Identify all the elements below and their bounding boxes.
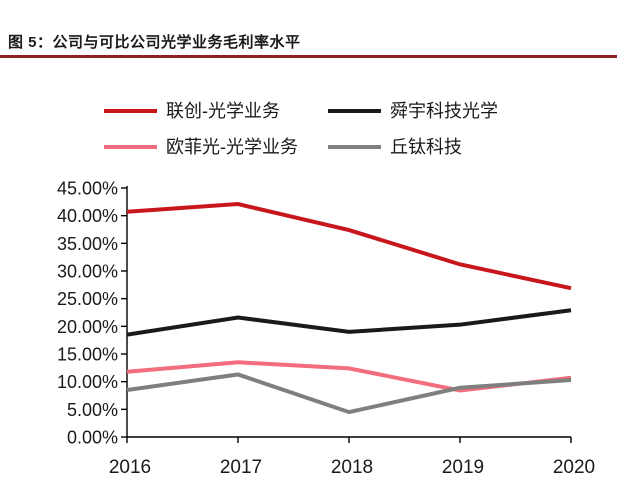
legend-item-sunny: 舜宇科技光学 [328, 100, 498, 122]
y-axis-tick-label: 0.00% [67, 428, 118, 448]
series-line-3 [126, 372, 572, 415]
x-axis-tick-label: 2019 [442, 457, 484, 478]
legend-label: 联创-光学业务 [166, 101, 280, 121]
y-axis-tick-label: 30.00% [57, 262, 118, 282]
legend-label: 丘钛科技 [390, 137, 462, 157]
x-axis-tick-label: 2016 [109, 457, 151, 478]
y-axis-tick-label: 5.00% [67, 400, 118, 420]
legend-item-qtech: 丘钛科技 [328, 136, 462, 158]
y-axis-tick-label: 25.00% [57, 289, 118, 309]
y-axis-tick-label: 45.00% [57, 179, 118, 199]
legend-swatch-black-line [328, 109, 381, 113]
y-axis-tick-label: 35.00% [57, 234, 118, 254]
legend-label: 欧菲光-光学业务 [166, 137, 298, 157]
legend-item-ofilm: 欧菲光-光学业务 [104, 136, 298, 158]
legend-swatch-gray-line [328, 145, 381, 149]
title-underline-rule [0, 55, 617, 58]
y-axis-tick-label: 40.00% [57, 206, 118, 226]
series-line-0 [126, 202, 572, 291]
y-axis-tick-label: 10.00% [57, 372, 118, 392]
legend-item-lianchuang: 联创-光学业务 [104, 100, 280, 122]
legend-label: 舜宇科技光学 [390, 101, 498, 121]
series-line-1 [126, 308, 572, 337]
chart-title: 图 5：公司与可比公司光学业务毛利率水平 [8, 34, 301, 51]
y-axis-tick-label: 15.00% [57, 345, 118, 365]
x-axis-tick-label: 2018 [331, 457, 373, 478]
x-axis-tick-label: 2017 [220, 457, 262, 478]
legend-swatch-pink-line [104, 145, 157, 149]
legend-swatch-red-line [104, 109, 157, 113]
y-axis-tick-label: 20.00% [57, 317, 118, 337]
line-chart: 0.00% 5.00% 10.00% 15.00% 20.00% 25.00% 30.00%… [57, 179, 595, 479]
x-axis-tick-label: 2020 [553, 457, 595, 478]
